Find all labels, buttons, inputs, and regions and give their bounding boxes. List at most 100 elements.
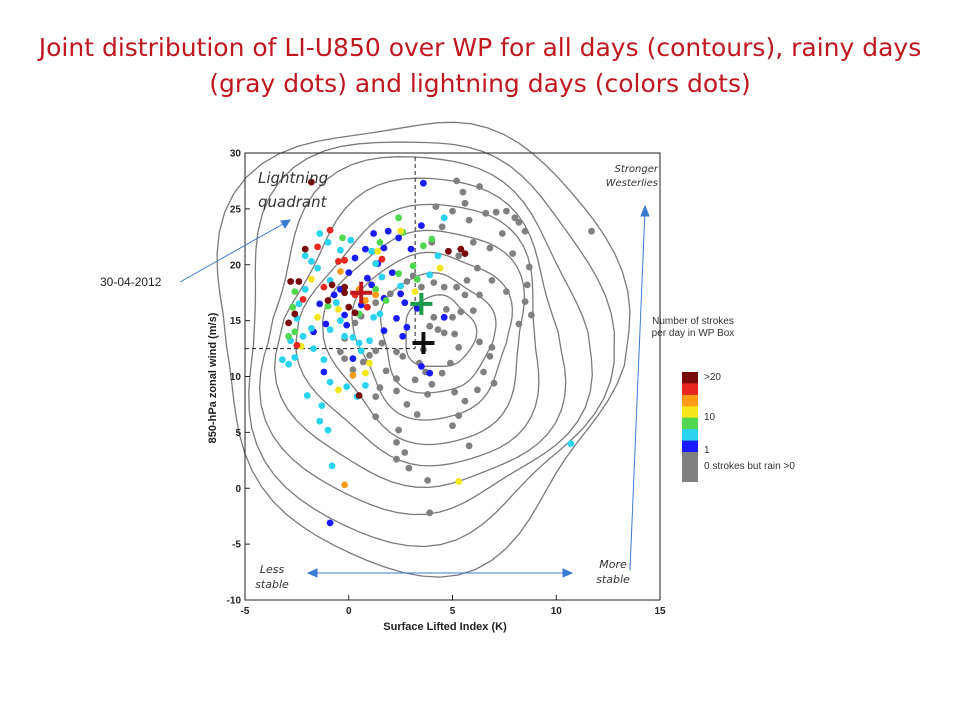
data-point [364,303,371,311]
data-point [426,369,434,377]
data-point [378,255,386,263]
data-point [420,242,427,250]
colorbar-segment [682,429,698,441]
data-point [320,368,328,376]
data-point [461,199,469,207]
data-point [449,207,456,215]
data-point [395,214,402,222]
legend-title: Number of strokes per day in WP Box [651,316,735,339]
data-point [397,290,404,298]
legend-label-gt20: >20 [704,372,721,383]
data-point [405,464,413,472]
data-point [521,227,529,235]
data-point [357,347,365,355]
data-point [503,207,510,215]
data-point [455,344,463,351]
data-point [509,250,517,257]
x-tick-label: 15 [654,606,666,617]
data-point [461,250,469,257]
data-point [395,234,402,242]
data-point [295,300,303,308]
data-point [349,355,357,362]
data-point [376,384,384,392]
colorbar-gray-swatch [682,452,698,482]
data-point [401,299,409,307]
less-stable-label: Less stable [255,563,289,591]
data-point [335,306,342,313]
data-point [420,179,427,187]
data-point [341,256,348,264]
data-point [376,239,384,246]
legend-label-zero: 0 strokes but rain >0 [704,461,795,472]
data-point [318,402,326,409]
data-point [337,317,344,324]
colorbar-segment [682,394,698,407]
data-point [339,234,346,242]
data-point [474,386,481,394]
data-point [366,351,373,359]
data-point [449,313,456,321]
data-point [480,368,487,376]
data-point [320,356,328,364]
data-point [476,183,483,190]
y-tick-label: -10 [227,596,242,607]
data-point [380,244,388,252]
data-point [442,306,450,313]
data-point [301,285,309,293]
data-point [368,247,375,255]
y-axis-label: 850-hPa zonal wind (m/s) [207,312,219,443]
data-point [457,245,465,253]
data-point [428,235,436,243]
data-point [455,478,463,485]
data-point [330,291,338,299]
data-point [359,358,367,366]
data-point [341,311,348,319]
data-point [308,325,315,332]
data-point [525,263,533,271]
data-point [413,275,421,283]
data-point [345,303,353,311]
stronger-westerlies-label: Stronger Westerlies [605,164,658,189]
data-point [469,307,477,314]
data-point [376,310,384,318]
data-point [378,339,386,347]
data-point [418,283,425,291]
data-point [523,281,531,289]
data-point [407,245,415,253]
data-point [324,239,332,246]
data-point [341,283,348,291]
contour-line [405,294,478,367]
data-point [299,296,307,303]
data-point [482,209,490,217]
annotation-arrows [179,204,650,578]
mean-plus-marker [350,281,373,304]
data-point [476,338,483,346]
contour-line [258,156,593,516]
data-point [326,519,334,527]
data-point [403,278,411,285]
data-point [362,369,369,377]
data-point [341,481,348,489]
data-point [488,344,496,351]
data-point [362,297,369,304]
data-point [503,288,510,295]
data-point [409,262,417,270]
data-point [428,380,436,388]
data-point [455,412,463,419]
data-point [382,297,390,304]
data-point [395,426,402,434]
y-tick-label: 20 [230,260,242,271]
data-point [469,239,477,246]
y-axis-ticks: -10 -5 0 5 10 15 20 25 30 [227,149,250,607]
data-point [337,246,344,254]
data-point [440,283,448,291]
x-tick-label: -5 [241,606,250,617]
data-point [328,281,336,289]
data-point [289,303,297,311]
data-point [343,321,351,329]
data-point [378,273,386,281]
data-point [291,328,299,336]
data-point [465,216,473,224]
mean-plus-marker [410,292,433,315]
data-point [393,455,400,463]
